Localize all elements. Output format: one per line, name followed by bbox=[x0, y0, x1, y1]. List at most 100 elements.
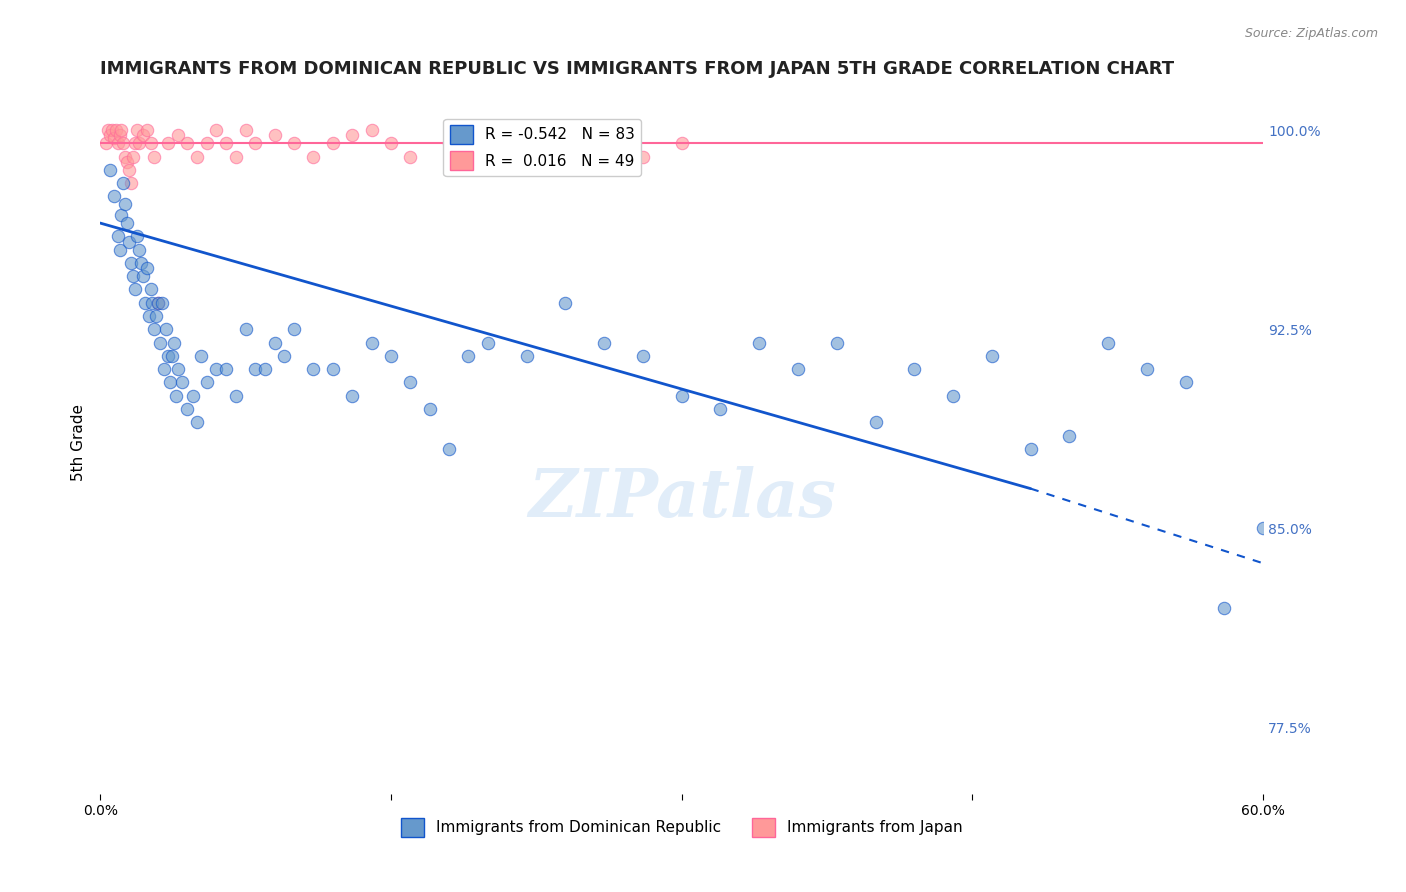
Point bbox=[166, 128, 188, 143]
Legend: Immigrants from Dominican Republic, Immigrants from Japan: Immigrants from Dominican Republic, Immi… bbox=[395, 812, 969, 843]
Point bbox=[235, 123, 257, 137]
Point bbox=[235, 322, 257, 336]
Point bbox=[302, 362, 325, 376]
Point bbox=[1348, 654, 1371, 668]
Point bbox=[108, 243, 131, 257]
Point bbox=[153, 362, 176, 376]
Point bbox=[1213, 601, 1236, 615]
Point bbox=[399, 376, 422, 390]
Point bbox=[122, 150, 145, 164]
Point bbox=[302, 150, 325, 164]
Point bbox=[181, 389, 204, 403]
Point bbox=[112, 136, 135, 151]
Point bbox=[457, 349, 479, 363]
Point bbox=[709, 401, 731, 416]
Point bbox=[516, 136, 538, 151]
Point bbox=[1291, 574, 1313, 589]
Point bbox=[125, 229, 148, 244]
Point bbox=[865, 415, 887, 429]
Point bbox=[139, 136, 162, 151]
Point bbox=[631, 150, 654, 164]
Point bbox=[225, 150, 247, 164]
Point bbox=[132, 128, 155, 143]
Point bbox=[118, 235, 141, 249]
Point bbox=[671, 389, 693, 403]
Point bbox=[128, 136, 150, 151]
Point bbox=[360, 123, 382, 137]
Point bbox=[139, 282, 162, 296]
Point bbox=[98, 128, 121, 143]
Point bbox=[340, 128, 363, 143]
Point bbox=[143, 150, 166, 164]
Point bbox=[149, 335, 172, 350]
Point bbox=[225, 389, 247, 403]
Point bbox=[128, 243, 150, 257]
Text: ZIPatlas: ZIPatlas bbox=[527, 466, 835, 531]
Point bbox=[283, 136, 305, 151]
Point bbox=[322, 362, 344, 376]
Point bbox=[419, 401, 441, 416]
Point bbox=[554, 150, 576, 164]
Point bbox=[399, 150, 422, 164]
Point bbox=[148, 295, 170, 310]
Point bbox=[120, 256, 142, 270]
Point bbox=[245, 362, 267, 376]
Point bbox=[165, 389, 187, 403]
Point bbox=[195, 376, 218, 390]
Y-axis label: 5th Grade: 5th Grade bbox=[72, 404, 86, 481]
Point bbox=[170, 376, 193, 390]
Point bbox=[671, 136, 693, 151]
Point bbox=[100, 123, 122, 137]
Point bbox=[205, 362, 228, 376]
Point bbox=[129, 256, 152, 270]
Point bbox=[787, 362, 810, 376]
Point bbox=[942, 389, 965, 403]
Point bbox=[437, 442, 460, 456]
Point bbox=[263, 335, 285, 350]
Point bbox=[166, 362, 188, 376]
Point bbox=[273, 349, 295, 363]
Point bbox=[114, 197, 136, 211]
Text: Source: ZipAtlas.com: Source: ZipAtlas.com bbox=[1244, 27, 1378, 40]
Point bbox=[148, 295, 170, 310]
Point bbox=[1019, 442, 1042, 456]
Point bbox=[122, 269, 145, 284]
Point bbox=[190, 349, 212, 363]
Point bbox=[1251, 521, 1274, 535]
Point bbox=[160, 349, 183, 363]
Point bbox=[104, 123, 127, 137]
Point bbox=[768, 866, 790, 880]
Point bbox=[283, 322, 305, 336]
Point bbox=[245, 136, 267, 151]
Point bbox=[117, 216, 139, 230]
Point bbox=[1136, 362, 1159, 376]
Point bbox=[143, 322, 166, 336]
Point bbox=[980, 349, 1002, 363]
Point bbox=[163, 335, 186, 350]
Point bbox=[120, 176, 142, 190]
Point bbox=[110, 123, 132, 137]
Point bbox=[145, 309, 167, 323]
Point bbox=[103, 131, 125, 145]
Point bbox=[380, 349, 402, 363]
Point bbox=[360, 335, 382, 350]
Point bbox=[340, 389, 363, 403]
Point bbox=[593, 136, 616, 151]
Point bbox=[124, 136, 146, 151]
Point bbox=[141, 295, 163, 310]
Point bbox=[132, 269, 155, 284]
Point bbox=[516, 349, 538, 363]
Point bbox=[125, 123, 148, 137]
Point bbox=[138, 309, 160, 323]
Point bbox=[380, 136, 402, 151]
Point bbox=[186, 415, 208, 429]
Point bbox=[135, 261, 157, 276]
Point bbox=[186, 150, 208, 164]
Point bbox=[98, 163, 121, 178]
Point bbox=[156, 136, 179, 151]
Point bbox=[215, 136, 238, 151]
Point bbox=[477, 150, 499, 164]
Point bbox=[1059, 428, 1081, 442]
Point bbox=[159, 376, 181, 390]
Text: IMMIGRANTS FROM DOMINICAN REPUBLIC VS IMMIGRANTS FROM JAPAN 5TH GRADE CORRELATIO: IMMIGRANTS FROM DOMINICAN REPUBLIC VS IM… bbox=[100, 60, 1174, 78]
